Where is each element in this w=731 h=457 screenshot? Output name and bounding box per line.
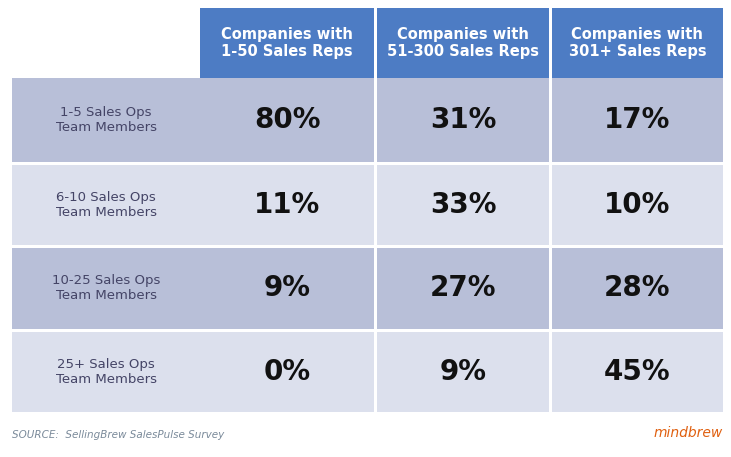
Text: 11%: 11%: [254, 191, 320, 219]
Bar: [552, 78, 723, 161]
Text: 45%: 45%: [604, 358, 670, 386]
Text: 27%: 27%: [430, 274, 496, 302]
Bar: [552, 331, 723, 412]
Bar: [552, 248, 723, 329]
Text: 33%: 33%: [430, 191, 496, 219]
Bar: [377, 165, 549, 245]
Text: mindbrew: mindbrew: [654, 426, 723, 440]
Bar: [377, 8, 549, 78]
Bar: [12, 248, 200, 329]
Text: 28%: 28%: [604, 274, 670, 302]
Bar: [377, 78, 549, 161]
Bar: [200, 165, 374, 245]
Text: 31%: 31%: [430, 106, 496, 134]
Text: Companies with
1-50 Sales Reps: Companies with 1-50 Sales Reps: [221, 27, 353, 59]
Text: Companies with
301+ Sales Reps: Companies with 301+ Sales Reps: [569, 27, 706, 59]
Bar: [552, 8, 723, 78]
Bar: [377, 248, 549, 329]
Text: 9%: 9%: [264, 274, 311, 302]
Text: SOURCE:  SellingBrew SalesPulse Survey: SOURCE: SellingBrew SalesPulse Survey: [12, 430, 224, 440]
Text: 80%: 80%: [254, 106, 320, 134]
Bar: [12, 331, 200, 412]
Bar: [552, 165, 723, 245]
Bar: [200, 248, 374, 329]
Bar: [377, 331, 549, 412]
Bar: [12, 78, 200, 161]
Text: 9%: 9%: [439, 358, 487, 386]
Text: 17%: 17%: [604, 106, 670, 134]
Bar: [12, 8, 200, 78]
Bar: [200, 78, 374, 161]
Text: 6-10 Sales Ops
Team Members: 6-10 Sales Ops Team Members: [56, 191, 156, 219]
Bar: [12, 165, 200, 245]
Text: 10-25 Sales Ops
Team Members: 10-25 Sales Ops Team Members: [52, 274, 160, 302]
Text: 1-5 Sales Ops
Team Members: 1-5 Sales Ops Team Members: [56, 106, 156, 134]
Text: Companies with
51-300 Sales Reps: Companies with 51-300 Sales Reps: [387, 27, 539, 59]
Text: 10%: 10%: [604, 191, 670, 219]
Text: 25+ Sales Ops
Team Members: 25+ Sales Ops Team Members: [56, 358, 156, 386]
Bar: [200, 8, 374, 78]
Text: 0%: 0%: [264, 358, 311, 386]
Bar: [200, 331, 374, 412]
